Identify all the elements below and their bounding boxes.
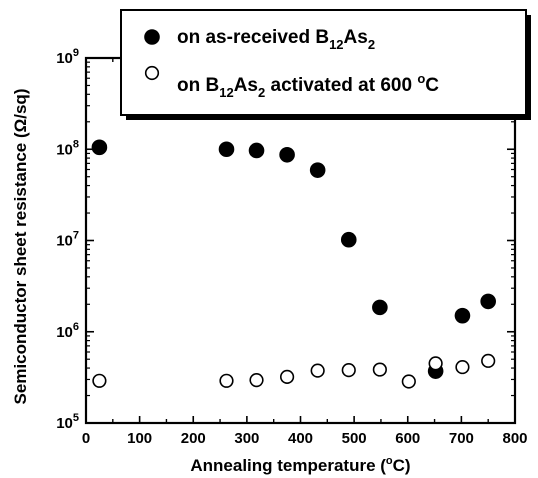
y-tick-label: 107 [56, 230, 79, 250]
x-tick-label: 400 [288, 430, 313, 447]
filled-marker-point [340, 231, 357, 248]
filled-marker-point [454, 307, 471, 324]
filled-marker-point [372, 299, 388, 316]
filled-marker-point [480, 293, 496, 310]
filled-marker-point [218, 141, 235, 158]
legend: on as-received B12As2 on B12As2 activated… [120, 9, 531, 120]
open-marker-point [279, 369, 295, 385]
open-marker-point [341, 362, 356, 378]
y-tick-label: 108 [56, 138, 79, 158]
x-tick-label: 800 [502, 430, 527, 447]
filled-marker-point [279, 146, 295, 163]
legend-box [120, 9, 527, 116]
data-points [91, 139, 496, 389]
y-axis-title: Semiconductor sheet resistance (Ω/sq) [11, 89, 30, 405]
x-tick-label: 200 [181, 430, 206, 447]
open-marker-point [428, 356, 443, 371]
x-tick-label: 500 [342, 430, 367, 447]
legend-marker [144, 65, 160, 81]
y-axis-tick-labels: 105 106 107 108 109 [56, 47, 79, 432]
x-axis-tick-labels: 0 100 200 300 400 500 600 700 800 [82, 430, 528, 447]
x-tick-label: 100 [127, 430, 152, 447]
x-axis-title: Annealing temperature (oC) [190, 455, 410, 475]
filled-marker-point [91, 139, 108, 156]
legend-marker [144, 29, 160, 45]
open-marker-point [481, 353, 496, 368]
x-tick-label: 0 [82, 430, 90, 447]
x-tick-label: 600 [395, 430, 420, 447]
y-tick-label: 109 [56, 47, 79, 67]
open-marker-point [372, 362, 387, 377]
open-marker-point [455, 359, 470, 375]
open-marker-point [310, 363, 325, 378]
legend-entry-label: on as-received B12As2 [177, 27, 375, 52]
x-tick-label: 700 [449, 430, 474, 447]
open-marker-point [249, 373, 264, 388]
filled-marker-point [248, 142, 265, 159]
open-marker-point [401, 374, 416, 389]
legend-entry-label: on B12As2 activated at 600 oC [177, 71, 439, 100]
y-tick-label: 105 [56, 412, 79, 432]
open-marker-point [219, 373, 234, 388]
y-tick-label: 106 [56, 321, 79, 341]
open-marker-point [92, 373, 107, 388]
filled-marker-point [309, 162, 326, 178]
x-tick-label: 300 [234, 430, 259, 447]
